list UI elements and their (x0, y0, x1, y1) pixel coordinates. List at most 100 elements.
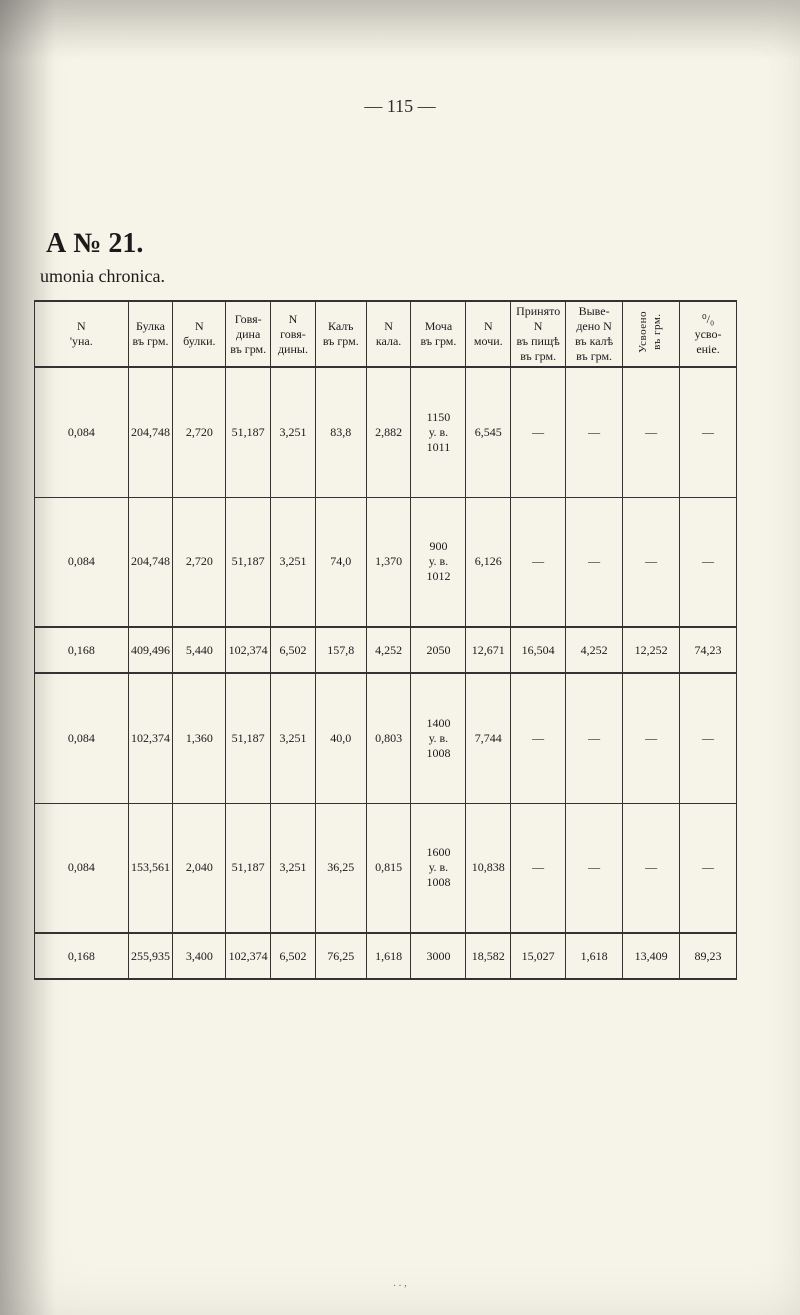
page-number: — 115 — (0, 96, 800, 117)
table-cell: 12,252 (623, 627, 680, 673)
table-cell: — (511, 803, 566, 933)
table-cell: 1,618 (566, 933, 623, 979)
table-cell: — (680, 367, 737, 497)
table-cell: — (680, 803, 737, 933)
table-cell: — (623, 673, 680, 803)
col-govyadina: Говя-динавъ грм. (226, 301, 271, 367)
table-cell: 74,23 (680, 627, 737, 673)
table-cell: 1600у. в.1008 (411, 803, 466, 933)
table-cell: 0,084 (35, 803, 129, 933)
table-cell: 6,502 (271, 933, 316, 979)
table-cell: 255,935 (128, 933, 173, 979)
col-vyvedeno: Выве-дено Nвъ калѣвъ грм. (566, 301, 623, 367)
table-cell: 157,8 (315, 627, 366, 673)
table-cell: 74,0 (315, 497, 366, 627)
table-cell: 6,545 (466, 367, 511, 497)
table-row: 0,084153,5612,04051,1873,25136,250,81516… (35, 803, 788, 933)
table-cell: — (566, 673, 623, 803)
table-cell: 10,838 (466, 803, 511, 933)
table-cell: 102,374 (128, 673, 173, 803)
table-cell: 204,748 (128, 497, 173, 627)
table-cell: 51,187 (226, 673, 271, 803)
table-cell: 204,748 (128, 367, 173, 497)
table-cell: 0,168 (35, 627, 129, 673)
table-cell: — (623, 803, 680, 933)
col-bulka: Булкавъ грм. (128, 301, 173, 367)
table-cell: 6,502 (271, 627, 316, 673)
table-cell: 2,720 (173, 367, 226, 497)
table-cell: 0,803 (366, 673, 411, 803)
table-cell: 2,720 (173, 497, 226, 627)
table-cell: 0,084 (35, 367, 129, 497)
table-header-row: N'уна. Булкавъ грм. Nбулки. Говя-динавъ … (35, 301, 788, 367)
table-cell: 1150у. в.1011 (411, 367, 466, 497)
table-cell: 4,252 (566, 627, 623, 673)
table-cell: 0,084 (35, 673, 129, 803)
table-cell: — (680, 673, 737, 803)
table-cell: 0,084 (35, 497, 129, 627)
table-cell: 76,25 (315, 933, 366, 979)
table-cell: 12,671 (466, 627, 511, 673)
table-cell: 51,187 (226, 367, 271, 497)
table-cell: 409,496 (128, 627, 173, 673)
table-cell: — (680, 497, 737, 627)
table-cell: — (511, 497, 566, 627)
table-cell: 40,0 (315, 673, 366, 803)
table-cell: 1,370 (366, 497, 411, 627)
table-row: 0,084102,3741,36051,1873,25140,00,803140… (35, 673, 788, 803)
table-cell: 3,251 (271, 497, 316, 627)
data-table: N'уна. Булкавъ грм. Nбулки. Говя-динавъ … (34, 300, 788, 980)
col-percent: ⁰/₀усво-еніе. (680, 301, 737, 367)
col-N-kala: Nкала. (366, 301, 411, 367)
footer-marks: . . , (0, 1277, 800, 1289)
table-cell: 3,400 (173, 933, 226, 979)
section-subheading: umonia chronica. (40, 266, 165, 287)
table-cell: 900у. в.1012 (411, 497, 466, 627)
table-cell: 51,187 (226, 803, 271, 933)
table-cell: 153,561 (128, 803, 173, 933)
table-cell: 1,618 (366, 933, 411, 979)
table-cell: 1,360 (173, 673, 226, 803)
table-row: 0,168255,9353,400102,3746,50276,251,6183… (35, 933, 788, 979)
table-cell: 2050 (411, 627, 466, 673)
table-cell: 15,027 (511, 933, 566, 979)
table-cell: 0,168 (35, 933, 129, 979)
table-cell: — (511, 367, 566, 497)
table-cell: 4,252 (366, 627, 411, 673)
col-N-mochi: Nмочи. (466, 301, 511, 367)
table-cell: 3,251 (271, 367, 316, 497)
col-N-una: N'уна. (35, 301, 129, 367)
table-cell: 89,23 (680, 933, 737, 979)
data-table-container: N'уна. Булкавъ грм. Nбулки. Говя-динавъ … (34, 300, 788, 980)
table-cell: 36,25 (315, 803, 366, 933)
table-cell: 0,815 (366, 803, 411, 933)
col-N-govyadiny: Nговя-дины. (271, 301, 316, 367)
table-cell: — (566, 497, 623, 627)
table-cell: 2,882 (366, 367, 411, 497)
table-row: 0,084204,7482,72051,1873,25174,01,370900… (35, 497, 788, 627)
table-cell: 102,374 (226, 627, 271, 673)
section-heading: А № 21. (46, 228, 143, 260)
table-cell: 18,582 (466, 933, 511, 979)
col-mocha: Мочавъ грм. (411, 301, 466, 367)
table-cell: 16,504 (511, 627, 566, 673)
table-cell: 2,040 (173, 803, 226, 933)
table-cell: — (623, 367, 680, 497)
col-prinyato: ПринятоNвъ пищѣвъ грм. (511, 301, 566, 367)
table-cell: 13,409 (623, 933, 680, 979)
col-usvoeno: Усвоеновъ грм. (623, 301, 680, 367)
col-kal: Калъвъ грм. (315, 301, 366, 367)
table-cell: — (623, 497, 680, 627)
table-cell: 102,374 (226, 933, 271, 979)
table-cell: — (566, 803, 623, 933)
table-cell: — (511, 673, 566, 803)
table-row: 0,084204,7482,72051,1873,25183,82,882115… (35, 367, 788, 497)
table-cell: 1400у. в.1008 (411, 673, 466, 803)
table-cell: — (566, 367, 623, 497)
table-cell: 83,8 (315, 367, 366, 497)
table-cell: 6,126 (466, 497, 511, 627)
table-row: 0,168409,4965,440102,3746,502157,84,2522… (35, 627, 788, 673)
table-cell: 3,251 (271, 803, 316, 933)
table-cell: 5,440 (173, 627, 226, 673)
table-cell: 3000 (411, 933, 466, 979)
